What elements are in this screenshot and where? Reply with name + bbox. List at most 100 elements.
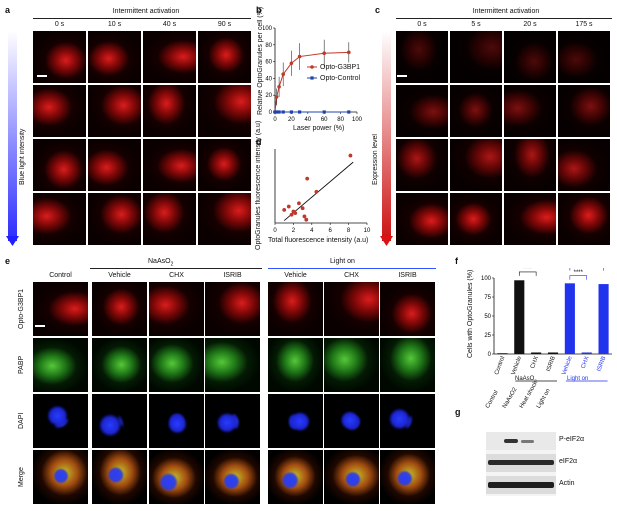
panel-c-time-label: 175 s	[575, 21, 593, 28]
panel-e-image-tile	[380, 394, 435, 448]
panel-c-ylabel: Expression level	[372, 134, 379, 185]
scale-bar-e	[35, 325, 45, 327]
d-xtick-label: 10	[364, 228, 371, 234]
panel-f-ylabel: Cells with OptoGranules (%)	[467, 269, 474, 358]
panel-b-letter: b	[256, 5, 262, 15]
panel-e-image-tile	[149, 338, 204, 392]
d-point	[286, 204, 291, 209]
panel-g-lane-label: Light on	[535, 388, 552, 410]
scale-bar-a	[37, 75, 47, 77]
d-xtick-label: 4	[310, 228, 314, 234]
panel-d-ylabel: OptoGranules fluorescence intensity (a.u…	[255, 120, 262, 250]
panel-a-header-rule	[33, 18, 251, 19]
blue-light-gradient-bar	[8, 31, 17, 241]
panel-e-column-label: Vehicle	[284, 272, 307, 279]
f-bar	[531, 352, 542, 354]
panel-e-image-tile	[268, 338, 323, 392]
d-point	[305, 176, 310, 181]
panel-c-image-tile	[558, 139, 610, 191]
panel-e-image-tile	[33, 450, 88, 504]
panel-a-image-tile	[198, 31, 251, 83]
d-point	[293, 211, 298, 216]
f-category-label: Control	[494, 356, 506, 376]
panel-a-image-tile	[88, 31, 141, 83]
panel-a-image-tile	[88, 85, 141, 137]
legend-marker-g3bp1	[310, 65, 314, 69]
b-xtick-label: 20	[288, 117, 295, 123]
b-xtick-label: 60	[321, 117, 328, 123]
panel-a-image-tile	[88, 193, 141, 245]
scale-bar-c	[397, 75, 407, 77]
panel-e-column-label: CHX	[169, 272, 184, 279]
panel-a-image-tile	[198, 139, 251, 191]
panel-c-image-tile	[450, 31, 502, 83]
panel-g-lane-label: Control	[484, 389, 500, 410]
f-bar	[514, 280, 525, 354]
panel-c-header: Intermittent activation	[472, 8, 540, 15]
panel-c-image-tile	[396, 85, 448, 137]
group-naaso2-text: NaAsO	[148, 258, 171, 265]
b-xtick-label: 40	[304, 117, 311, 123]
f-category-label: ISRIB	[596, 356, 607, 373]
panel-c-image-tile	[504, 85, 556, 137]
band-eif2a	[488, 460, 554, 465]
legend-opto-control: Opto-Control	[320, 75, 361, 82]
panel-g-letter: g	[455, 407, 461, 417]
panel-e-image-tile	[205, 450, 260, 504]
panel-e-row-label: Opto-G3BP1	[18, 288, 25, 330]
f-ytick-label: 100	[481, 276, 492, 282]
b-ytick-label: 40	[265, 76, 272, 82]
panel-c-image-tile	[558, 31, 610, 83]
f-sig-label: ****	[523, 268, 533, 272]
f-ytick-label: 0	[488, 352, 492, 358]
western-blot	[486, 432, 556, 496]
b-xtick-label: 80	[337, 117, 344, 123]
b-point-control	[298, 110, 302, 114]
f-category-label: CHX	[530, 356, 540, 370]
f-category-label: ISRIB	[546, 356, 557, 373]
laser-power-chart: 0 20 40 60 80 100 0 20 40 60 80 100	[263, 26, 363, 123]
f-sig-label: ****	[574, 270, 584, 276]
b-point-control	[277, 110, 281, 114]
b-xtick-label: 0	[273, 117, 277, 123]
b-point-g3bp1	[289, 61, 294, 66]
panel-e-column-label: CHX	[344, 272, 359, 279]
b-point-control	[322, 110, 326, 114]
panel-e-image-tile	[324, 282, 379, 336]
panel-c-image-tile	[450, 85, 502, 137]
b-point-control	[275, 110, 279, 114]
panel-a-image-tile	[143, 31, 196, 83]
panel-a-image-tile	[33, 193, 86, 245]
f-ytick-label: 25	[484, 333, 491, 339]
panel-c-image-tile	[504, 193, 556, 245]
b-point-control	[347, 110, 351, 114]
band-p-eif2a-naaso2	[504, 439, 518, 443]
legend-marker-control	[310, 76, 314, 80]
panel-e-row-label: PABP	[18, 355, 25, 375]
d-fit-line	[283, 161, 354, 221]
group-naaso2-rule	[90, 268, 262, 269]
panel-a-image-tile	[143, 85, 196, 137]
panel-e-column-label: ISRIB	[223, 272, 242, 279]
panel-c-time-label: 20 s	[523, 21, 537, 28]
expression-gradient-bar	[382, 31, 391, 241]
panel-c-image-tile	[396, 31, 448, 83]
b-point-g3bp1	[297, 54, 302, 59]
panel-g-lane-label: NaAsO2	[501, 386, 519, 410]
band-label-eif2a: eIF2α	[559, 458, 578, 465]
panel-a-ylabel: Blue light intensity	[19, 128, 26, 185]
panel-e-row-label: Merge	[18, 467, 25, 487]
d-point	[348, 153, 353, 158]
panel-e-image-tile	[149, 450, 204, 504]
f-bar	[598, 284, 609, 354]
panel-a-image-tile	[198, 193, 251, 245]
d-xtick-label: 0	[273, 228, 277, 234]
panel-e-letter: e	[5, 256, 11, 266]
panel-a-time-label: 10 s	[107, 21, 122, 28]
f-group-naaso2-sub: 2	[534, 378, 537, 384]
f-ytick-label: 75	[484, 295, 491, 301]
panel-e-image-tile	[324, 338, 379, 392]
panel-c-time-label: 0 s	[417, 21, 427, 28]
panel-a-header: Intermittent activation	[112, 8, 180, 15]
panel-f-letter: f	[455, 256, 458, 266]
